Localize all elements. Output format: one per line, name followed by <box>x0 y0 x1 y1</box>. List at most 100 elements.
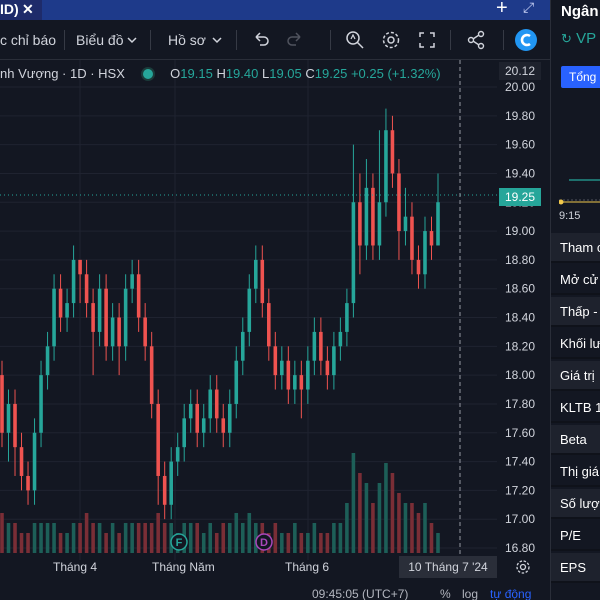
volume-bar <box>19 533 24 553</box>
candle-body <box>416 259 421 275</box>
candle-body <box>338 331 343 347</box>
volume-bar <box>162 523 167 553</box>
candle-body <box>397 173 401 232</box>
auto-toggle[interactable]: tự động <box>490 587 532 600</box>
price-tick-label: 18.60 <box>505 282 535 296</box>
time-axis-label: Tháng 4 <box>53 560 98 574</box>
undo-icon[interactable] <box>250 29 272 51</box>
volume-bar <box>390 473 395 553</box>
candle-body <box>273 346 278 376</box>
alert-search-icon[interactable] <box>344 29 366 51</box>
indicators-button[interactable]: c chỉ báo <box>0 32 57 48</box>
candle-body <box>227 403 232 433</box>
add-tab-icon[interactable]: + <box>496 0 508 19</box>
candle-body <box>156 403 160 476</box>
price-tick-label: 17.00 <box>505 512 535 526</box>
price-tick-label: 18.40 <box>505 311 535 325</box>
toolbar-divider <box>64 30 65 50</box>
gear-icon[interactable] <box>380 29 402 51</box>
volume-bar <box>6 523 11 553</box>
toolbar-divider <box>503 30 504 50</box>
candle-body <box>319 331 323 361</box>
close-icon[interactable]: ✕ <box>22 1 34 17</box>
candle-body <box>403 216 408 232</box>
brand-logo-icon[interactable] <box>514 28 538 52</box>
volume-bar <box>410 503 414 553</box>
price-tick-label: 17.80 <box>505 397 535 411</box>
chart-area[interactable]: 20.0019.8019.6019.4019.2019.0018.8018.60… <box>0 60 550 600</box>
volume-bar <box>416 513 421 553</box>
chevron-down-icon[interactable] <box>126 34 138 46</box>
close-value: 19.25 <box>314 66 348 81</box>
overview-tab-button[interactable]: Tổng <box>561 66 600 88</box>
candle-body <box>91 303 95 332</box>
candle-body <box>123 288 128 347</box>
volume-bar <box>436 533 440 553</box>
share-icon[interactable] <box>465 29 487 51</box>
volume-bar <box>429 523 434 553</box>
info-row: P/E <box>551 521 600 551</box>
chevron-down-icon[interactable] <box>211 34 223 46</box>
candle-body <box>267 303 271 347</box>
info-row: Tham c <box>551 233 600 263</box>
volume-bar <box>91 523 95 553</box>
volume-bar <box>201 533 206 553</box>
mini-chart <box>559 179 600 205</box>
mini-chart-time: 9:15 <box>559 210 581 222</box>
fullscreen-icon[interactable] <box>416 29 438 51</box>
panel-ticker[interactable]: ↻ VP <box>561 30 596 47</box>
volume-bar <box>13 523 17 553</box>
axis-settings-icon[interactable] <box>514 558 532 576</box>
volume-bar <box>358 473 362 553</box>
candle-body <box>58 288 63 318</box>
candle-body <box>423 231 427 275</box>
candle-body <box>371 187 375 246</box>
volume-bar <box>254 523 258 553</box>
expand-icon[interactable]: ⤢ <box>523 0 535 15</box>
candle-body <box>325 360 330 376</box>
log-toggle[interactable]: log <box>462 587 479 600</box>
candle-body <box>351 202 356 304</box>
clock-label: 09:45:05 (UTC+7) <box>312 587 409 600</box>
toolbar-divider <box>150 30 151 50</box>
volume-bar <box>78 523 82 553</box>
profile-button[interactable]: Hồ sơ <box>168 20 206 60</box>
tab-strip: ID) ✕ + ⤢ <box>0 0 550 20</box>
volume-bar <box>169 523 173 553</box>
info-row: Số lượ <box>551 489 600 519</box>
candle-body <box>6 403 11 433</box>
candlestick-chart[interactable]: 20.0019.8019.6019.4019.2019.0018.8018.60… <box>0 60 550 600</box>
candle-body <box>13 403 17 448</box>
volume-bar <box>384 463 388 553</box>
price-tick-label: 17.60 <box>505 426 535 440</box>
volume-bar <box>325 533 330 553</box>
candle-body <box>110 317 115 347</box>
redo-icon[interactable] <box>284 29 306 51</box>
volume-bar <box>423 503 427 553</box>
volume-bar <box>312 523 317 553</box>
candle-body <box>136 274 141 318</box>
time-axis-label: Tháng 6 <box>285 560 330 574</box>
candle-body <box>345 303 349 332</box>
current-price-label: 19.25 <box>499 188 541 206</box>
percent-toggle[interactable]: % <box>440 587 451 600</box>
candle-body <box>19 447 24 476</box>
event-marker-icon <box>255 533 273 551</box>
volume-bar <box>319 533 323 553</box>
candle-body <box>39 375 43 433</box>
volume-bar <box>188 523 193 553</box>
info-row: Thị giá <box>551 457 600 487</box>
chart-type-button[interactable]: Biểu đồ <box>76 20 123 60</box>
bottom-bar: 09:45:05 (UTC+7) % log tự động <box>0 583 550 600</box>
close-label: C <box>305 66 315 81</box>
visibility-dot-icon[interactable] <box>142 69 153 79</box>
crosshair-date-label: 10 Tháng 7 '24 <box>399 556 497 578</box>
candle-body <box>208 389 213 419</box>
price-axis-top-label: 20.12 <box>499 62 541 80</box>
candle-body <box>65 303 69 318</box>
time-axis-label: Tháng Năm <box>152 560 215 574</box>
volume-bar <box>84 513 89 553</box>
chart-tab[interactable]: ID) ✕ <box>0 0 42 20</box>
volume-bar <box>149 523 154 553</box>
candle-body <box>195 403 200 433</box>
